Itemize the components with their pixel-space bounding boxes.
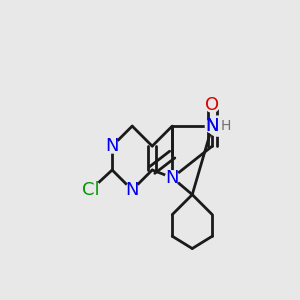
Text: Cl: Cl (82, 181, 99, 199)
Text: N: N (206, 117, 219, 135)
Text: N: N (105, 137, 119, 155)
Text: O: O (205, 96, 219, 114)
Circle shape (105, 139, 119, 153)
Circle shape (81, 180, 100, 200)
Text: N: N (125, 181, 139, 199)
Text: N: N (206, 117, 219, 135)
Circle shape (125, 183, 139, 197)
Text: N: N (166, 169, 179, 187)
Text: H: H (221, 119, 231, 133)
Circle shape (205, 98, 219, 112)
Circle shape (205, 119, 219, 133)
Circle shape (165, 171, 179, 184)
Circle shape (208, 116, 228, 136)
